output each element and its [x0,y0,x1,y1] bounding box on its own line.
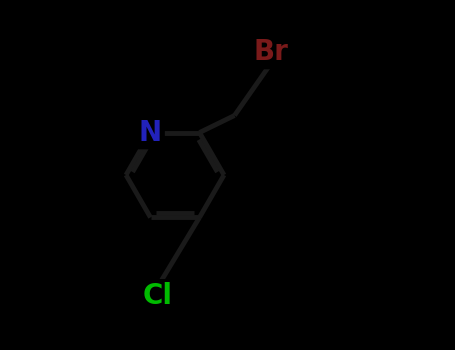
Text: N: N [139,119,162,147]
Text: Br: Br [254,38,288,66]
Text: Cl: Cl [142,282,172,310]
